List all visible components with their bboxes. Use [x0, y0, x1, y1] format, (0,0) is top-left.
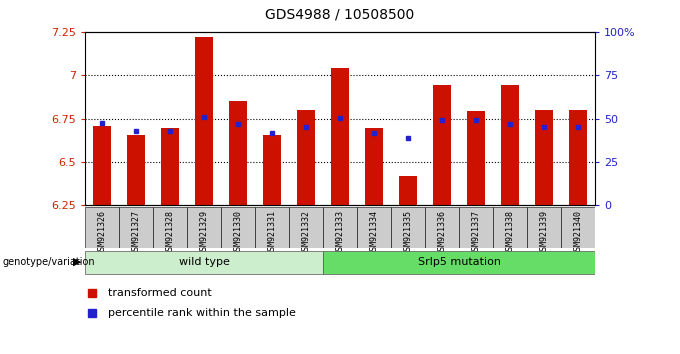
Bar [493, 207, 527, 248]
Text: ▶: ▶ [73, 257, 82, 267]
Bar [187, 207, 221, 248]
Text: GSM921330: GSM921330 [233, 210, 243, 255]
Text: GSM921334: GSM921334 [369, 210, 379, 255]
Bar [459, 207, 493, 248]
Bar [323, 207, 357, 248]
Text: GSM921335: GSM921335 [403, 210, 413, 255]
Bar [153, 207, 187, 248]
Text: GSM921332: GSM921332 [301, 210, 311, 255]
Text: GSM921339: GSM921339 [539, 210, 549, 255]
Bar [568, 110, 588, 205]
Text: GSM921329: GSM921329 [199, 210, 209, 255]
Bar [262, 135, 282, 205]
Bar [85, 251, 323, 274]
Bar [425, 207, 459, 248]
Bar [391, 207, 425, 248]
Bar [500, 85, 520, 205]
Text: GSM921336: GSM921336 [437, 210, 447, 255]
Text: GSM921340: GSM921340 [573, 210, 583, 255]
Bar [364, 128, 384, 205]
Text: GDS4988 / 10508500: GDS4988 / 10508500 [265, 7, 415, 21]
Text: genotype/variation: genotype/variation [2, 257, 95, 267]
Bar [126, 135, 146, 205]
Text: GSM921328: GSM921328 [165, 210, 175, 255]
Text: percentile rank within the sample: percentile rank within the sample [108, 308, 296, 318]
Bar [289, 207, 323, 248]
Text: GSM921326: GSM921326 [97, 210, 107, 255]
Bar [228, 101, 248, 205]
Bar [92, 126, 112, 205]
Text: GSM921333: GSM921333 [335, 210, 345, 255]
Bar [323, 251, 595, 274]
Bar [357, 207, 391, 248]
Bar [398, 176, 418, 205]
Bar [432, 85, 452, 205]
Bar [160, 127, 180, 205]
Bar [561, 207, 595, 248]
Text: transformed count: transformed count [108, 288, 211, 298]
Bar [330, 68, 350, 205]
Text: GSM921331: GSM921331 [267, 210, 277, 255]
Text: GSM921338: GSM921338 [505, 210, 515, 255]
Bar [296, 110, 316, 205]
Bar [466, 111, 486, 205]
Text: GSM921337: GSM921337 [471, 210, 481, 255]
Text: GSM921327: GSM921327 [131, 210, 141, 255]
Bar [221, 207, 255, 248]
Bar [527, 207, 561, 248]
Bar [534, 110, 554, 205]
Bar [119, 207, 153, 248]
Text: Srlp5 mutation: Srlp5 mutation [418, 257, 500, 267]
Bar [255, 207, 289, 248]
Bar [194, 37, 214, 205]
Text: wild type: wild type [179, 257, 229, 267]
Bar [85, 207, 119, 248]
